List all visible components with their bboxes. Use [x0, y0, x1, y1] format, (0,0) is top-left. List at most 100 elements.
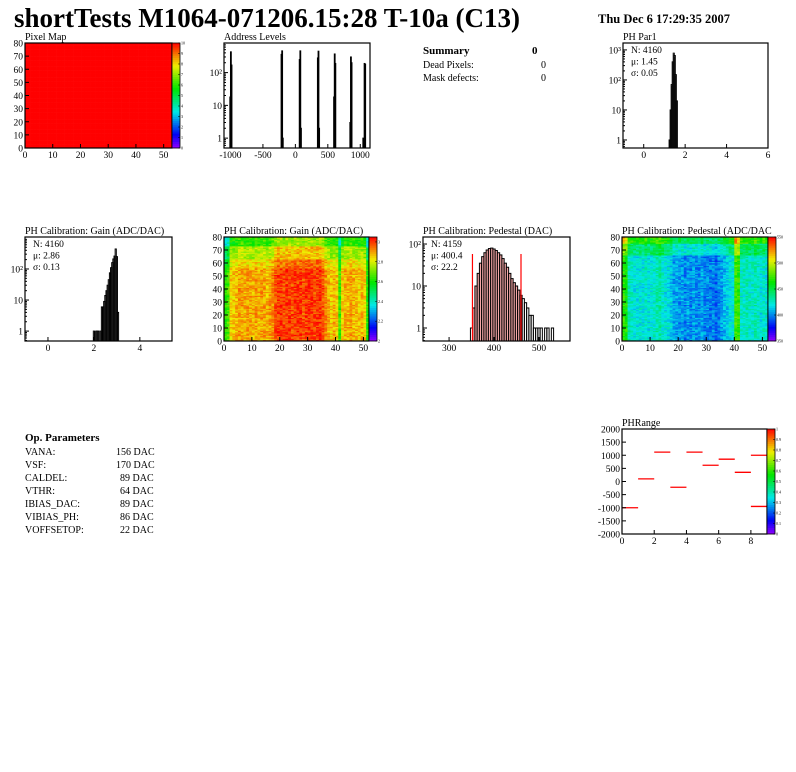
heatmap-cell	[84, 119, 88, 121]
heatmap-cell	[25, 46, 29, 49]
heatmap-cell	[70, 129, 74, 132]
heatmap-cell	[95, 50, 99, 53]
heatmap-cell	[70, 90, 74, 92]
heatmap-cell	[47, 60, 51, 62]
heatmap-cell	[104, 48, 108, 50]
heatmap-cell	[27, 132, 31, 134]
heatmap-cell	[39, 130, 43, 133]
heatmap-cell	[104, 103, 108, 105]
heatmap-cell	[81, 132, 85, 134]
heatmap-cell	[36, 128, 40, 130]
histogram-bin	[318, 127, 321, 149]
heatmap-cell	[98, 111, 102, 113]
heatmap-cell	[50, 134, 54, 137]
heatmap-cell	[101, 137, 105, 140]
heatmap-cell	[92, 104, 96, 107]
heatmap-cell	[75, 88, 80, 91]
heatmap-cell	[101, 85, 105, 87]
heatmap-cell	[78, 128, 82, 130]
param-value: 86 DAC	[120, 512, 154, 523]
heatmap-cell	[73, 109, 77, 112]
op-parameters-title: Op. Parameters	[25, 432, 100, 444]
heatmap-cell	[27, 54, 31, 57]
heatmap-cell	[27, 77, 31, 79]
heatmap-cell	[58, 81, 63, 83]
heatmap-cell	[64, 65, 68, 67]
heatmap-cell	[33, 74, 37, 77]
heatmap-cell	[53, 85, 57, 87]
heatmap-cell	[84, 125, 88, 128]
heatmap-cell	[95, 106, 99, 108]
histogram-bin	[116, 311, 120, 342]
heatmap-cell	[78, 95, 82, 98]
heatmap-cell	[87, 116, 91, 119]
heatmap-cell	[75, 141, 80, 144]
histogram-bin	[281, 137, 284, 149]
heatmap-cell	[61, 87, 65, 90]
heatmap-cell	[112, 111, 116, 113]
heatmap-cell	[61, 74, 65, 77]
colorbar-cell	[172, 74, 180, 77]
heatmap-cell	[36, 46, 40, 49]
heatmap-cell	[53, 94, 57, 96]
chart-title: PH Calibration: Gain (ADC/DAC)	[224, 226, 363, 237]
heatmap-cell	[98, 142, 102, 145]
heatmap-cell	[98, 65, 102, 67]
heatmap-cell	[98, 67, 102, 70]
heatmap-cell	[84, 127, 88, 129]
colorbar-tick-label: 1	[181, 135, 183, 140]
heatmap-cell	[33, 136, 37, 138]
heatmap-cell	[90, 56, 94, 58]
heatmap-cell	[30, 133, 34, 136]
heatmap-cell	[64, 138, 68, 141]
heatmap-cell	[27, 45, 31, 48]
heatmap-cell	[64, 90, 68, 92]
heatmap-cell	[109, 124, 113, 126]
heatmap-cell	[47, 108, 51, 111]
heatmap-cell	[75, 70, 80, 73]
heatmap-cell	[50, 104, 54, 107]
heatmap-cell	[106, 44, 111, 46]
heatmap-cell	[64, 62, 68, 65]
heatmap-cell	[36, 140, 40, 142]
heatmap-cell	[87, 46, 91, 49]
heatmap-cell	[36, 57, 40, 60]
heatmap-cell	[30, 107, 34, 109]
heatmap-cell	[44, 50, 48, 53]
heatmap-cell	[39, 120, 43, 123]
heatmap-cell	[112, 127, 116, 129]
heatmap-cell	[78, 98, 82, 100]
heatmap-cell	[64, 145, 68, 147]
heatmap-cell	[61, 77, 65, 79]
heatmap-cell	[87, 132, 91, 134]
heatmap-cell	[112, 85, 116, 87]
heatmap-cell	[36, 116, 40, 119]
heatmap-cell	[67, 113, 71, 116]
heatmap-cell	[61, 60, 65, 62]
heatmap-cell	[53, 88, 57, 91]
y-tick-label: 1	[616, 136, 621, 146]
heatmap-cell	[61, 45, 65, 48]
heatmap-cell	[64, 46, 68, 49]
heatmap-cell	[75, 49, 80, 52]
heatmap-cell	[101, 96, 105, 99]
heatmap-cell	[98, 73, 102, 75]
heatmap-cell	[78, 50, 82, 53]
heatmap-cell	[47, 48, 51, 50]
heatmap-cell	[92, 54, 96, 57]
heatmap-cell	[44, 145, 48, 147]
heatmap-cell	[61, 82, 65, 84]
heatmap-cell	[81, 70, 85, 73]
heatmap-cell	[104, 92, 108, 95]
heatmap-cell	[75, 74, 80, 77]
heatmap-cell	[47, 133, 51, 136]
heatmap-cell	[56, 83, 60, 86]
heatmap-cell	[75, 96, 80, 99]
heatmap-cell	[30, 121, 34, 124]
heatmap-cell	[75, 130, 80, 133]
heatmap-cell	[95, 104, 99, 107]
heatmap-cell	[44, 112, 48, 115]
heatmap-cell	[64, 82, 68, 84]
heatmap-cell	[64, 74, 68, 77]
heatmap-cell	[101, 65, 105, 67]
